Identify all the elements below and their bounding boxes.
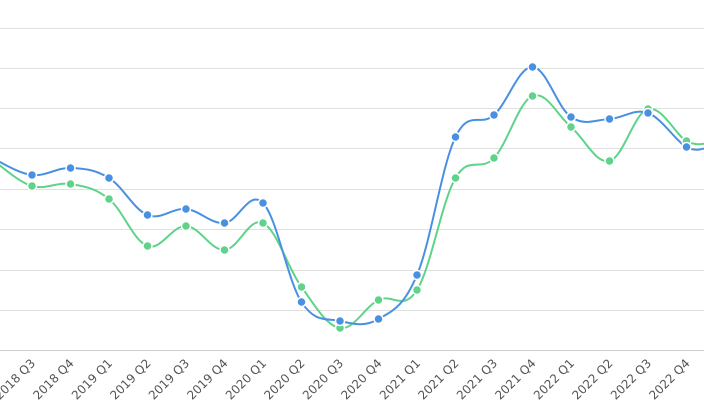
x-tick-label: 2019 Q1 bbox=[69, 356, 115, 402]
x-tick-label: 2020 Q2 bbox=[261, 356, 307, 402]
x-tick-label: 2020 Q4 bbox=[338, 356, 384, 402]
data-point-green[interactable] bbox=[142, 240, 153, 252]
data-point-green[interactable] bbox=[373, 294, 384, 306]
data-point-blue[interactable] bbox=[565, 111, 577, 123]
data-point-blue[interactable] bbox=[488, 109, 500, 121]
x-tick-label: 2022 Q3 bbox=[608, 356, 654, 402]
x-tick-label: 2019 Q3 bbox=[146, 356, 192, 402]
data-point-blue[interactable] bbox=[26, 169, 38, 181]
x-tick-label: 2018 Q4 bbox=[30, 356, 76, 402]
grid-lines bbox=[0, 28, 704, 351]
series-line-green bbox=[0, 94, 704, 330]
data-point-blue[interactable] bbox=[180, 203, 192, 215]
data-point-blue[interactable] bbox=[65, 162, 76, 174]
x-tick-label: 2022 Q4 bbox=[646, 356, 692, 402]
data-point-green[interactable] bbox=[180, 220, 192, 232]
series-line-blue bbox=[0, 65, 704, 326]
data-point-blue[interactable] bbox=[604, 113, 615, 125]
x-tick-label: 2019 Q2 bbox=[107, 356, 153, 402]
x-tick-label: 2021 Q1 bbox=[377, 356, 423, 402]
data-point-blue[interactable] bbox=[296, 296, 307, 308]
data-point-green[interactable] bbox=[103, 193, 115, 205]
data-point-blue[interactable] bbox=[142, 209, 153, 221]
data-point-blue[interactable] bbox=[681, 141, 692, 153]
data-point-green[interactable] bbox=[257, 217, 269, 229]
x-tick-label: 2020 Q1 bbox=[223, 356, 269, 402]
data-point-blue[interactable] bbox=[450, 131, 461, 143]
series-layer bbox=[0, 61, 704, 334]
data-point-green[interactable] bbox=[219, 244, 230, 256]
data-point-green[interactable] bbox=[411, 284, 423, 296]
data-point-blue[interactable] bbox=[527, 61, 538, 73]
data-point-blue[interactable] bbox=[373, 313, 384, 325]
data-point-blue[interactable] bbox=[334, 315, 346, 327]
x-tick-label: 2021 Q3 bbox=[454, 356, 500, 402]
data-point-green[interactable] bbox=[488, 152, 500, 164]
data-point-blue[interactable] bbox=[257, 197, 269, 209]
data-point-green[interactable] bbox=[296, 281, 307, 293]
data-point-green[interactable] bbox=[565, 121, 577, 133]
x-tick-label: 2019 Q4 bbox=[184, 356, 230, 402]
data-point-blue[interactable] bbox=[219, 217, 230, 229]
x-tick-label: 2020 Q3 bbox=[300, 356, 346, 402]
data-point-green[interactable] bbox=[26, 180, 38, 192]
x-tick-label: 2022 Q1 bbox=[531, 356, 577, 402]
data-point-blue[interactable] bbox=[411, 269, 423, 281]
data-point-blue[interactable] bbox=[103, 172, 115, 184]
data-point-green[interactable] bbox=[65, 178, 76, 190]
x-tick-label: 2021 Q4 bbox=[492, 356, 538, 402]
data-point-green[interactable] bbox=[604, 155, 615, 167]
data-point-green[interactable] bbox=[527, 90, 538, 102]
x-tick-label: 2022 Q2 bbox=[569, 356, 615, 402]
data-point-green[interactable] bbox=[450, 172, 461, 184]
data-point-blue[interactable] bbox=[642, 107, 654, 119]
x-tick-label: 2021 Q2 bbox=[415, 356, 461, 402]
